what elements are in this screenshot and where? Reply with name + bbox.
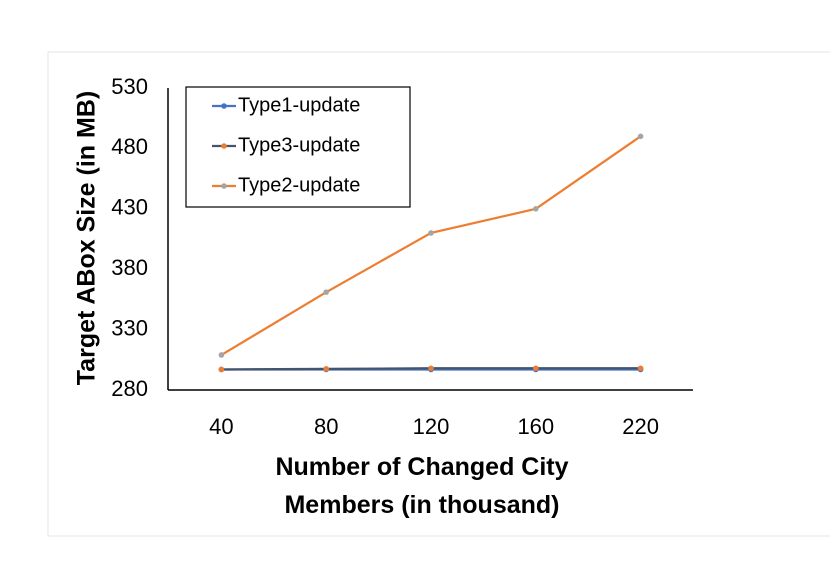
legend-label: Type2-update — [238, 174, 360, 196]
chart-frame — [47, 51, 830, 537]
data-point — [428, 230, 434, 236]
x-tick-label: 120 — [413, 414, 450, 439]
data-point — [323, 366, 330, 372]
data-point — [323, 289, 330, 295]
y-tick-label: 480 — [111, 134, 148, 159]
data-point — [533, 206, 539, 212]
data-point — [637, 133, 644, 140]
y-tick-label: 530 — [111, 74, 148, 99]
data-point — [218, 366, 225, 373]
y-tick-label: 330 — [111, 315, 148, 340]
y-tick-label: 380 — [111, 255, 148, 280]
data-point — [533, 365, 539, 372]
x-tick-label: 220 — [622, 414, 659, 439]
legend-marker — [221, 103, 227, 109]
legend-label: Type3-update — [238, 134, 360, 156]
legend-marker — [221, 183, 227, 189]
data-point — [218, 352, 225, 358]
x-axis-title: Number of Changed City Members (in thous… — [275, 453, 569, 519]
x-tick-label: 80 — [314, 414, 338, 439]
y-tick-label: 430 — [111, 195, 148, 220]
legend-label: Type1-update — [238, 94, 360, 116]
legend-marker — [221, 143, 227, 149]
y-tick-label: 280 — [111, 376, 148, 401]
x-tick-label: 160 — [517, 414, 554, 439]
y-axis-title: Target ABox Size (in MB) — [73, 91, 101, 385]
data-point — [428, 365, 434, 372]
x-tick-label: 40 — [209, 414, 233, 439]
data-point — [637, 365, 644, 372]
